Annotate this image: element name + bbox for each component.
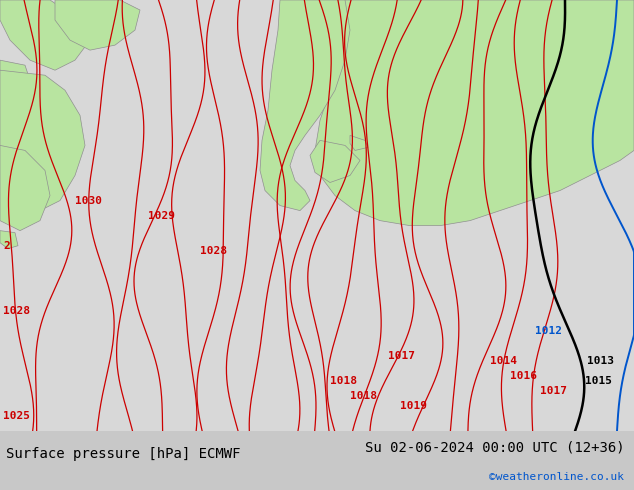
Polygon shape [0, 70, 85, 211]
Polygon shape [310, 141, 360, 182]
Text: 1017: 1017 [388, 351, 415, 361]
Polygon shape [315, 0, 634, 225]
Polygon shape [555, 0, 634, 90]
Text: 1015: 1015 [585, 376, 612, 386]
Text: 1013: 1013 [587, 356, 614, 366]
Text: 1019: 1019 [400, 401, 427, 411]
Text: 1017: 1017 [540, 386, 567, 396]
Text: 1029: 1029 [148, 211, 175, 220]
Text: 1018: 1018 [330, 376, 357, 386]
Text: 1016: 1016 [510, 371, 537, 381]
Text: 2: 2 [3, 241, 10, 251]
Polygon shape [0, 60, 30, 90]
Polygon shape [260, 0, 350, 211]
Text: Su 02-06-2024 00:00 UTC (12+36): Su 02-06-2024 00:00 UTC (12+36) [365, 441, 624, 455]
Text: 1018: 1018 [350, 391, 377, 401]
Text: ©weatheronline.co.uk: ©weatheronline.co.uk [489, 472, 624, 482]
Text: 1014: 1014 [490, 356, 517, 366]
Polygon shape [0, 0, 90, 70]
Polygon shape [0, 146, 50, 231]
Polygon shape [350, 135, 368, 150]
Polygon shape [55, 0, 140, 50]
Text: 1012: 1012 [535, 326, 562, 336]
Text: 1028: 1028 [3, 306, 30, 316]
Text: 1028: 1028 [200, 245, 227, 256]
Text: 1025: 1025 [3, 411, 30, 421]
Polygon shape [490, 0, 625, 160]
Polygon shape [420, 0, 520, 70]
Text: Surface pressure [hPa] ECMWF: Surface pressure [hPa] ECMWF [6, 446, 241, 461]
Polygon shape [0, 231, 18, 249]
Text: 1030: 1030 [75, 196, 102, 206]
